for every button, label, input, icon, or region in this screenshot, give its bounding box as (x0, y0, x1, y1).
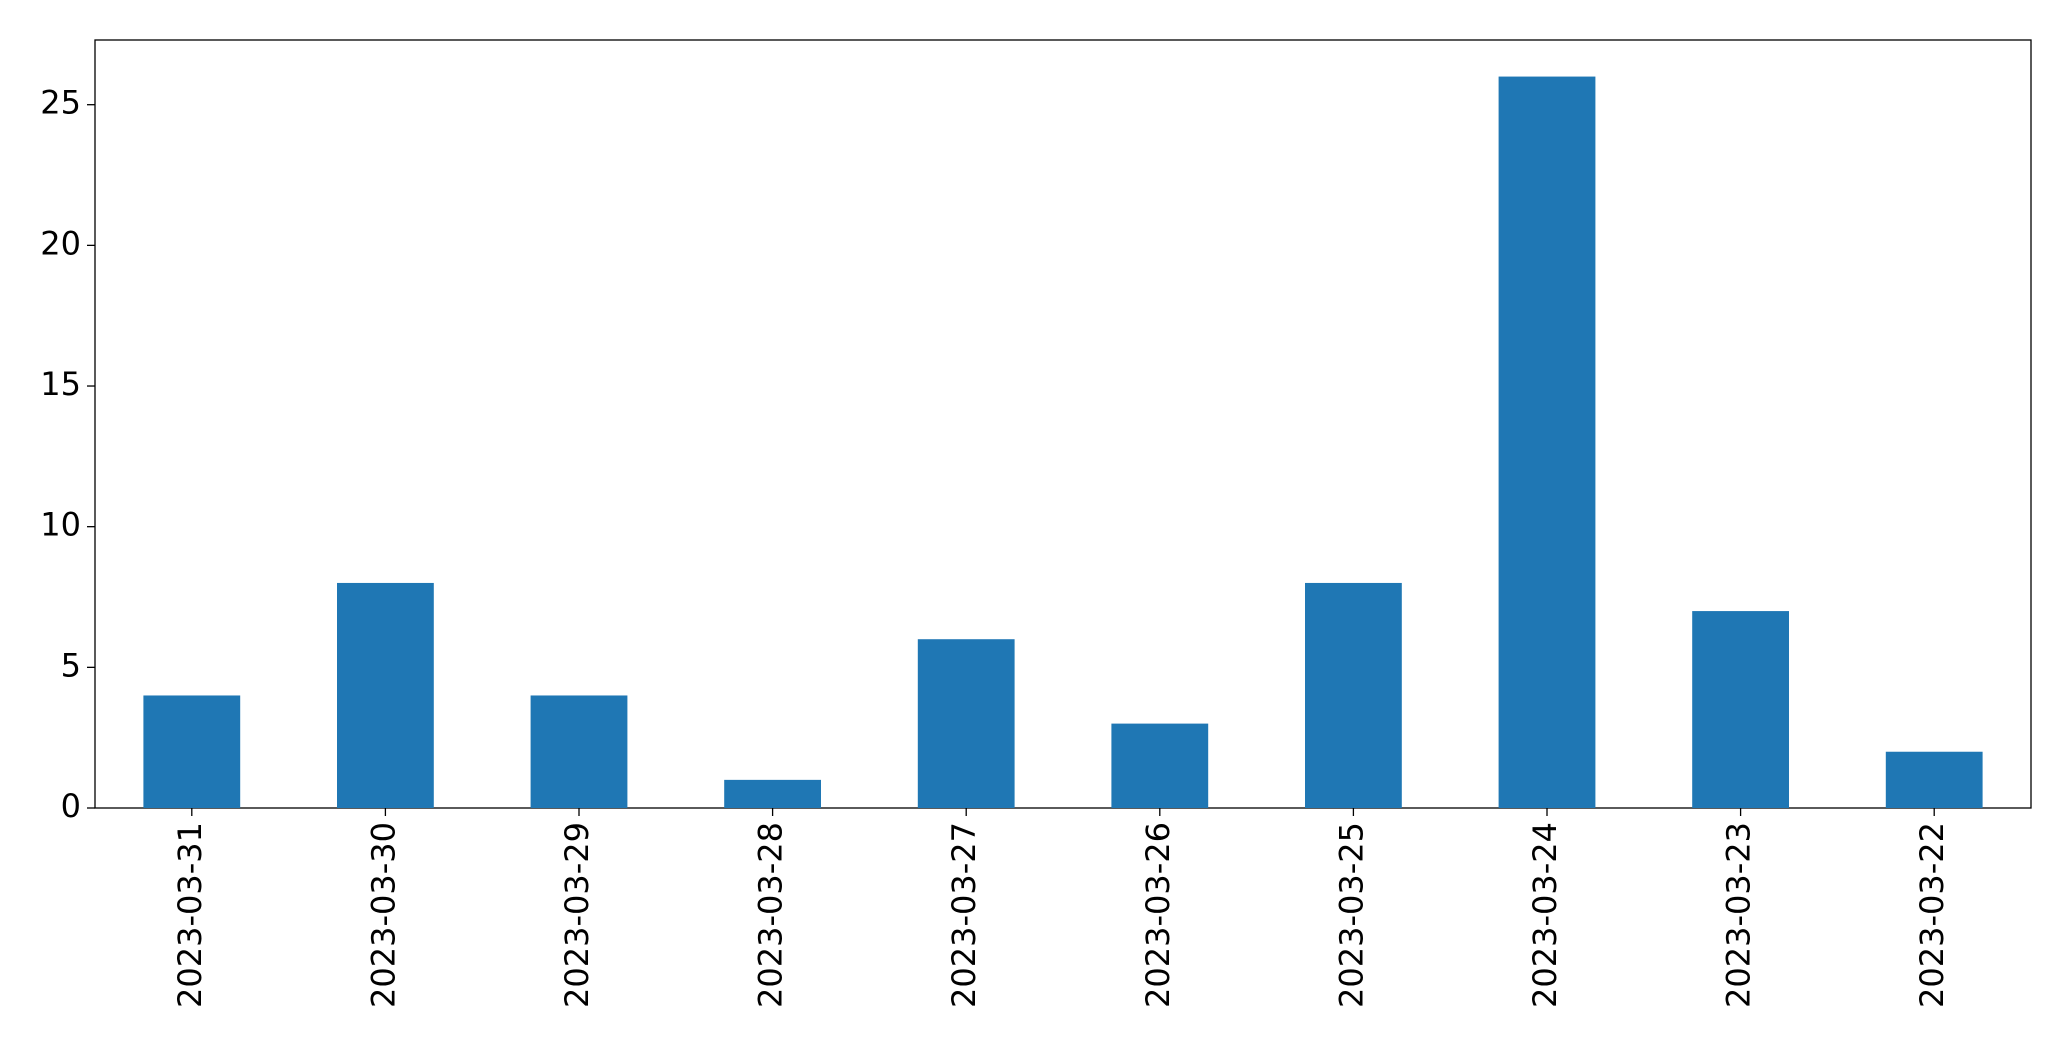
bar (1692, 611, 1789, 808)
bar (1305, 582, 1402, 808)
y-tick-label: 15 (40, 365, 81, 403)
plot-frame (94, 39, 2032, 809)
y-tick-label: 0 (61, 787, 81, 825)
x-tick-label: 2023-03-24 (1526, 822, 1564, 1008)
y-tick-label: 20 (40, 224, 81, 262)
x-tick-label: 2023-03-22 (1913, 822, 1951, 1008)
x-tick-label: 2023-03-28 (752, 822, 790, 1008)
x-tick-label: 2023-03-30 (364, 822, 402, 1008)
bar (724, 779, 821, 808)
x-tick-label: 2023-03-25 (1332, 822, 1370, 1008)
y-tick-label: 5 (61, 646, 81, 684)
bar (1885, 751, 1983, 808)
bar (1498, 76, 1596, 809)
x-tick-label: 2023-03-26 (1139, 822, 1177, 1008)
x-tick-label: 2023-03-23 (1720, 822, 1758, 1008)
y-tick-label: 10 (40, 506, 81, 544)
y-tick-label: 25 (40, 84, 81, 122)
bar (917, 639, 1015, 808)
x-tick-label: 2023-03-29 (558, 822, 596, 1008)
bar (530, 695, 628, 808)
x-tick-label: 2023-03-27 (945, 822, 983, 1008)
bar (143, 695, 241, 808)
x-tick-label: 2023-03-31 (171, 822, 209, 1008)
bar (1111, 723, 1209, 808)
bar (337, 582, 434, 808)
